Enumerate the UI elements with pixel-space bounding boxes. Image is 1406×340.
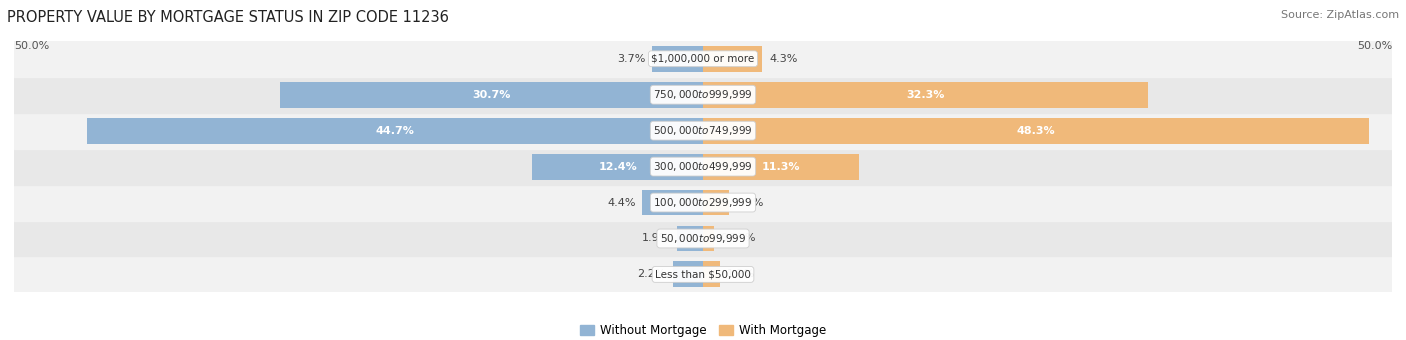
Bar xyxy=(87,118,703,143)
Bar xyxy=(703,118,1368,143)
Text: 11.3%: 11.3% xyxy=(762,162,800,172)
Text: $1,000,000 or more: $1,000,000 or more xyxy=(651,54,755,64)
Text: 1.9%: 1.9% xyxy=(641,234,669,243)
Text: 1.9%: 1.9% xyxy=(737,198,765,207)
Text: Source: ZipAtlas.com: Source: ZipAtlas.com xyxy=(1281,10,1399,20)
Bar xyxy=(14,221,1392,256)
Bar xyxy=(14,77,1392,113)
Text: $750,000 to $999,999: $750,000 to $999,999 xyxy=(654,88,752,101)
Bar xyxy=(703,46,762,72)
Legend: Without Mortgage, With Mortgage: Without Mortgage, With Mortgage xyxy=(575,319,831,340)
Text: $50,000 to $99,999: $50,000 to $99,999 xyxy=(659,232,747,245)
Text: 4.3%: 4.3% xyxy=(769,54,797,64)
Text: 4.4%: 4.4% xyxy=(607,198,636,207)
Text: 2.2%: 2.2% xyxy=(637,269,666,279)
Text: 50.0%: 50.0% xyxy=(1357,41,1392,51)
Bar xyxy=(14,149,1392,185)
Text: 32.3%: 32.3% xyxy=(907,90,945,100)
Bar xyxy=(703,261,720,287)
Text: 12.4%: 12.4% xyxy=(598,162,637,172)
Bar xyxy=(676,225,703,251)
Text: 50.0%: 50.0% xyxy=(14,41,49,51)
Bar xyxy=(14,41,1392,77)
Text: 0.77%: 0.77% xyxy=(720,234,756,243)
Text: 44.7%: 44.7% xyxy=(375,126,415,136)
Bar xyxy=(703,82,1149,108)
Text: $100,000 to $299,999: $100,000 to $299,999 xyxy=(654,196,752,209)
Text: 3.7%: 3.7% xyxy=(617,54,645,64)
Bar xyxy=(280,82,703,108)
Text: $300,000 to $499,999: $300,000 to $499,999 xyxy=(654,160,752,173)
Text: 1.2%: 1.2% xyxy=(727,269,755,279)
Bar xyxy=(652,46,703,72)
Text: 30.7%: 30.7% xyxy=(472,90,510,100)
Bar xyxy=(14,113,1392,149)
Bar xyxy=(531,154,703,180)
Bar xyxy=(672,261,703,287)
Text: PROPERTY VALUE BY MORTGAGE STATUS IN ZIP CODE 11236: PROPERTY VALUE BY MORTGAGE STATUS IN ZIP… xyxy=(7,10,449,25)
Bar xyxy=(703,190,730,216)
Bar xyxy=(703,225,714,251)
Text: 48.3%: 48.3% xyxy=(1017,126,1054,136)
Text: Less than $50,000: Less than $50,000 xyxy=(655,269,751,279)
Bar xyxy=(703,154,859,180)
Text: $500,000 to $749,999: $500,000 to $749,999 xyxy=(654,124,752,137)
Bar xyxy=(14,185,1392,221)
Bar xyxy=(14,256,1392,292)
Bar xyxy=(643,190,703,216)
